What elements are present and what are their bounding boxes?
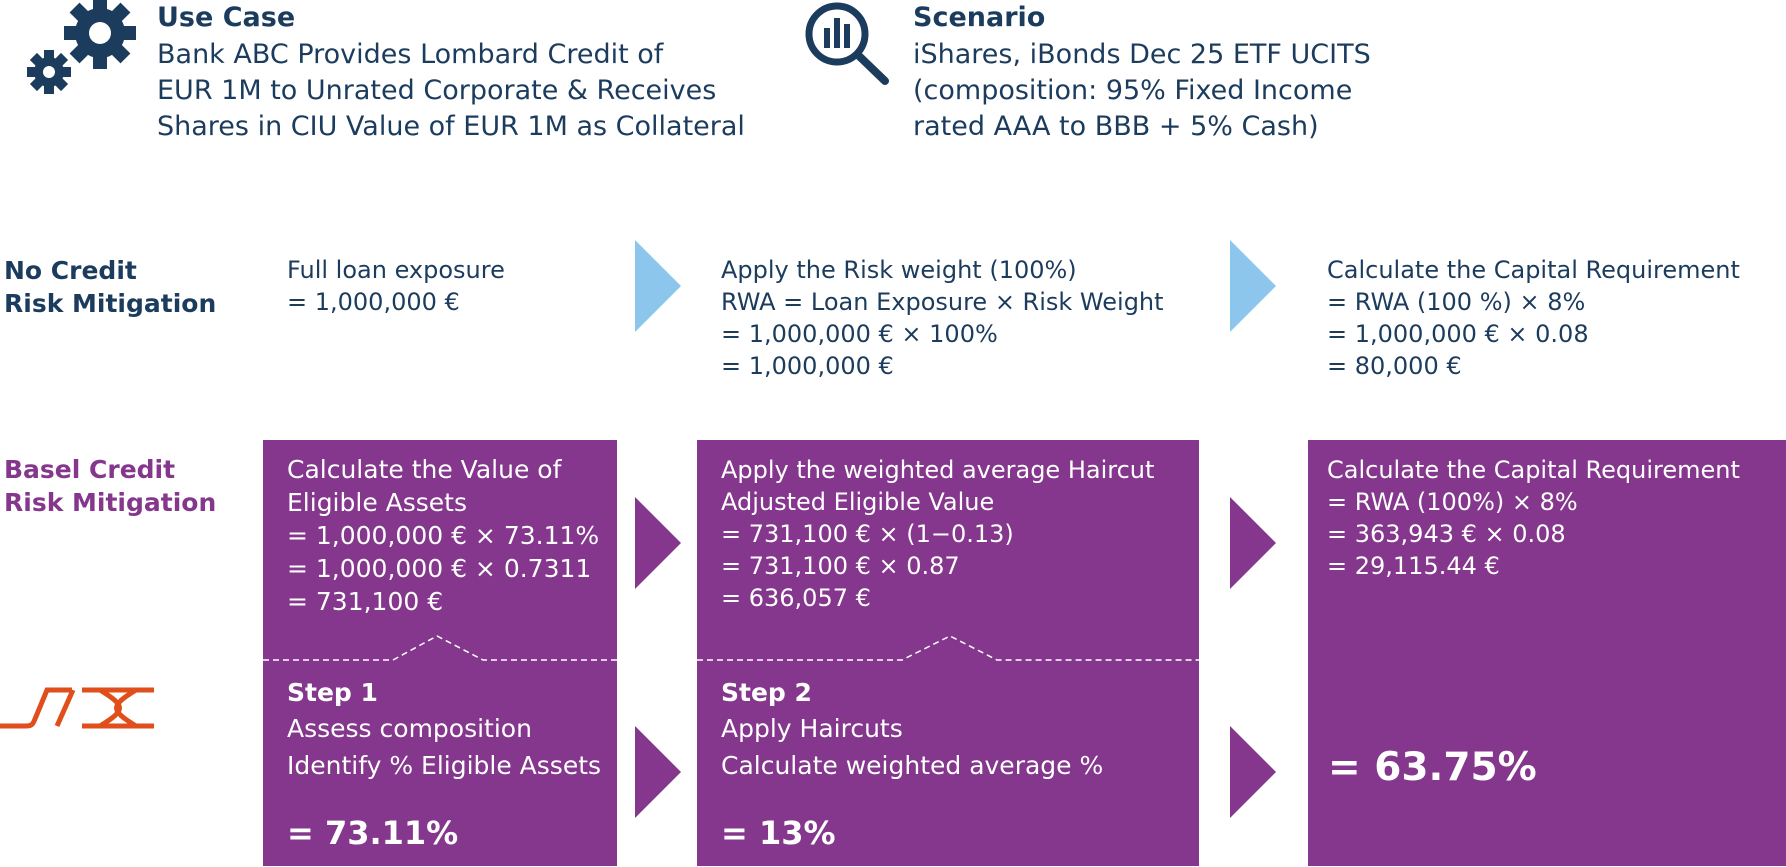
basel-col2-line-4: = 731,100 € × 0.87: [721, 552, 960, 580]
step2-divider: [697, 635, 1199, 661]
no-crm-col2-line-3: = 1,000,000 € × 100%: [721, 320, 998, 348]
no-crm-col3-line-1: Calculate the Capital Requirement: [1327, 256, 1740, 284]
step2-box: Apply the weighted average Haircut Adjus…: [697, 440, 1199, 866]
basel-col3-line-4: = 29,115.44 €: [1327, 552, 1500, 580]
basel-col3-line-3: = 363,943 € × 0.08: [1327, 520, 1566, 548]
scenario-line-3: rated AAA to BBB + 5% Cash): [913, 111, 1319, 142]
no-crm-col1-line-1: Full loan exposure: [287, 256, 505, 284]
use-case-line-2: EUR 1M to Unrated Corporate & Receives: [157, 75, 717, 106]
no-crm-col2-line-4: = 1,000,000 €: [721, 352, 894, 380]
basel-col1-line-5: = 731,100 €: [287, 587, 444, 616]
final-result: = 63.75%: [1328, 745, 1537, 790]
step1-divider: [263, 635, 617, 661]
no-crm-col3-line-2: = RWA (100 %) × 8%: [1327, 288, 1586, 316]
basel-col1-line-4: = 1,000,000 € × 0.7311: [287, 554, 592, 583]
scenario-line-2: (composition: 95% Fixed Income: [913, 75, 1353, 106]
no-crm-col3-line-3: = 1,000,000 € × 0.08: [1327, 320, 1589, 348]
step1-line-1: Assess composition: [287, 714, 532, 743]
step2-line-1: Apply Haircuts: [721, 714, 903, 743]
no-crm-col2-line-1: Apply the Risk weight (100%): [721, 256, 1077, 284]
six-logo: [0, 687, 154, 729]
use-case-line-3: Shares in CIU Value of EUR 1M as Collate…: [157, 111, 745, 142]
basel-col1-line-2: Eligible Assets: [287, 488, 468, 517]
flow-arrow-purple-4: [1230, 726, 1276, 818]
scenario-line-1: iShares, iBonds Dec 25 ETF UCITS: [913, 39, 1371, 70]
no-crm-col3-line-4: = 80,000 €: [1327, 352, 1462, 380]
step2-result: = 13%: [721, 814, 836, 852]
flow-arrow-light-2: [1230, 240, 1276, 332]
basel-crm-label-line-2: Risk Mitigation: [4, 488, 217, 517]
capital-requirement-box: Calculate the Capital Requirement = RWA …: [1308, 440, 1786, 866]
no-crm-col2-line-2: RWA = Loan Exposure × Risk Weight: [721, 288, 1164, 316]
step1-line-2: Identify % Eligible Assets: [287, 751, 602, 780]
flow-arrow-purple-3: [1230, 497, 1276, 589]
flow-arrow-purple-1: [635, 497, 681, 589]
scenario-title: Scenario: [913, 2, 1046, 33]
step1-box: Calculate the Value of Eligible Assets =…: [263, 440, 617, 866]
basel-col1-line-1: Calculate the Value of: [287, 455, 562, 484]
step1-title: Step 1: [287, 678, 378, 707]
no-crm-label-line-1: No Credit: [4, 256, 137, 285]
gears-icon: [27, 0, 136, 94]
flow-arrow-light-1: [635, 240, 681, 332]
step2-title: Step 2: [721, 678, 812, 707]
magnifier-chart-icon: [805, 2, 889, 85]
basel-col3-line-1: Calculate the Capital Requirement: [1327, 456, 1740, 484]
step1-result: = 73.11%: [287, 814, 459, 852]
basel-col2-line-3: = 731,100 € × (1−0.13): [721, 520, 1014, 548]
step2-line-2: Calculate weighted average %: [721, 751, 1104, 780]
no-crm-col1-line-2: = 1,000,000 €: [287, 288, 460, 316]
basel-col3-line-2: = RWA (100%) × 8%: [1327, 488, 1578, 516]
use-case-title: Use Case: [157, 2, 296, 33]
use-case-line-1: Bank ABC Provides Lombard Credit of: [157, 39, 664, 70]
basel-col2-line-5: = 636,057 €: [721, 584, 871, 612]
basel-col2-line-1: Apply the weighted average Haircut: [721, 456, 1155, 484]
basel-crm-label-line-1: Basel Credit: [4, 455, 176, 484]
basel-col2-line-2: Adjusted Eligible Value: [721, 488, 995, 516]
basel-col1-line-3: = 1,000,000 € × 73.11%: [287, 521, 600, 550]
flow-arrow-purple-2: [635, 726, 681, 818]
no-crm-label-line-2: Risk Mitigation: [4, 289, 217, 318]
